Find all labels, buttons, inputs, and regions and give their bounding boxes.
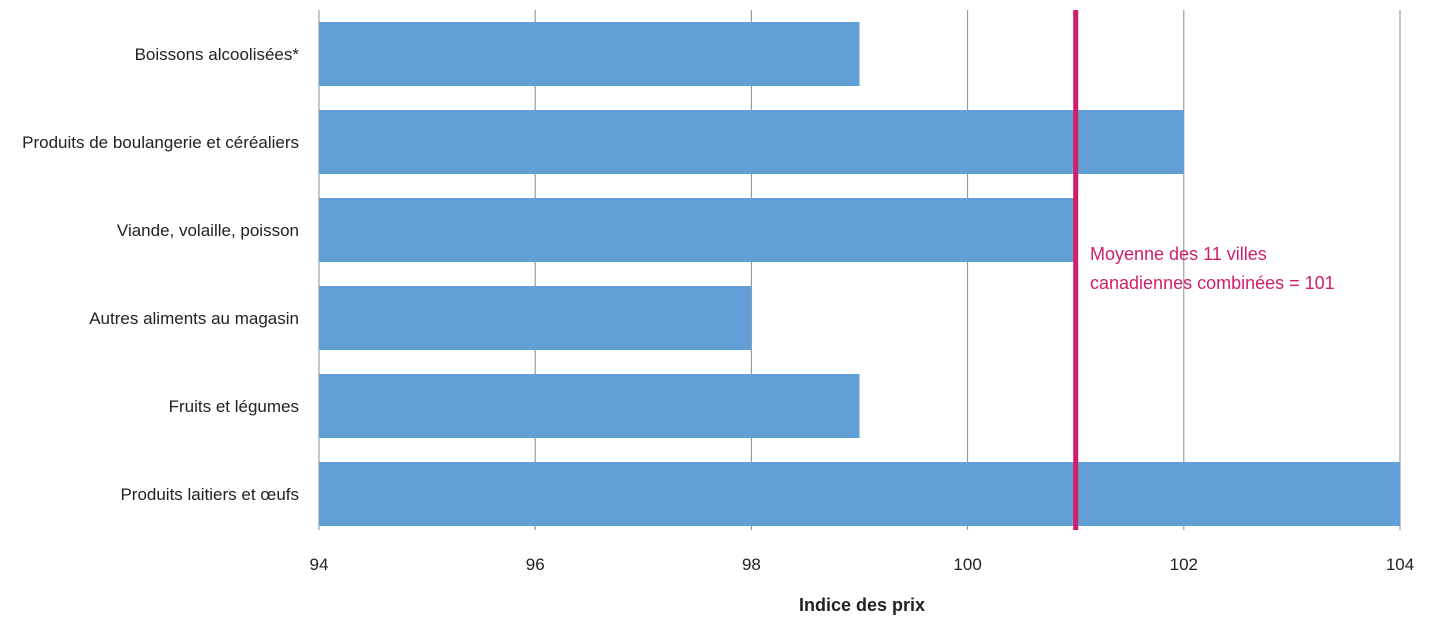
category-label: Autres aliments au magasin <box>89 309 299 328</box>
gridlines <box>318 10 1401 530</box>
category-label: Produits de boulangerie et céréaliers <box>22 133 299 152</box>
x-tick-label: 96 <box>526 555 545 574</box>
bars <box>319 22 1400 526</box>
x-tick-label: 100 <box>953 555 981 574</box>
bar <box>319 110 1184 174</box>
category-label: Fruits et légumes <box>169 397 299 416</box>
x-axis-title: Indice des prix <box>799 595 925 615</box>
x-tick-label: 104 <box>1386 555 1414 574</box>
x-tick-label: 102 <box>1170 555 1198 574</box>
category-label: Produits laitiers et œufs <box>120 485 299 504</box>
reference-line-label-line2: canadiennes combinées = 101 <box>1090 273 1335 293</box>
reference-line-label-line1: Moyenne des 11 villes <box>1090 244 1267 264</box>
bar <box>319 286 752 350</box>
bar <box>319 198 1076 262</box>
category-labels: Boissons alcoolisées* Produits de boulang… <box>22 45 299 504</box>
bar <box>319 462 1400 526</box>
x-tick-label: 94 <box>310 555 329 574</box>
x-tick-labels: 94 96 98 100 102 104 <box>310 555 1415 574</box>
x-tick-label: 98 <box>742 555 761 574</box>
category-label: Viande, volaille, poisson <box>117 221 299 240</box>
bar <box>319 22 860 86</box>
bar <box>319 374 860 438</box>
category-label: Boissons alcoolisées* <box>135 45 300 64</box>
